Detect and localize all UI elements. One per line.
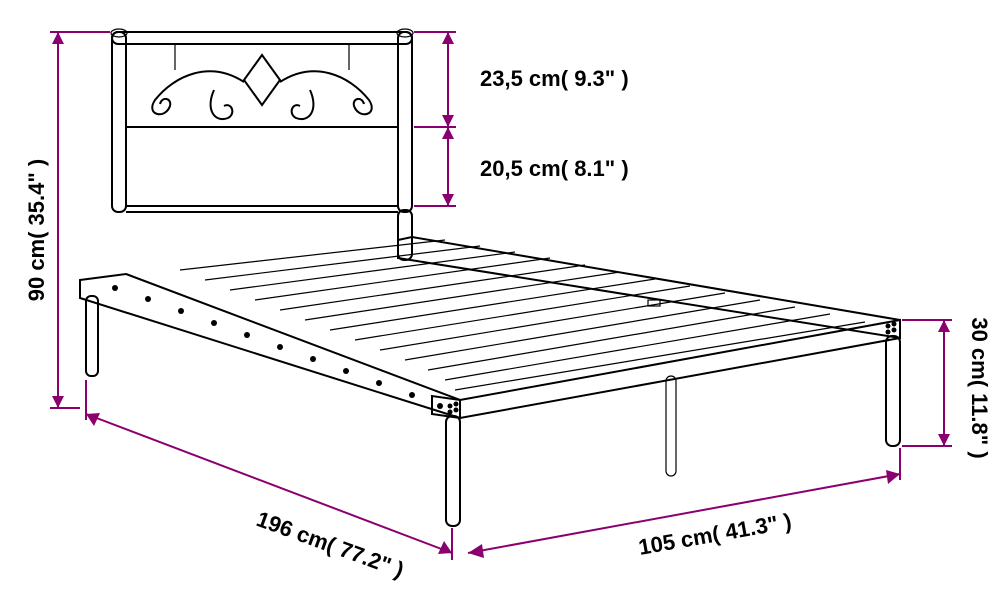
dim-length: 196 cm( 77.2" ) <box>86 380 452 583</box>
dim-width-cm: 105 cm <box>637 522 715 560</box>
dim-height-cm: 90 cm <box>24 239 49 301</box>
dim-top-in: 9.3" <box>574 66 615 91</box>
dim-length-in: 77.2" <box>336 536 395 578</box>
diagram-svg: 90 cm( 35.4" ) 23,5 cm( 9.3" ) 20,5 cm( … <box>0 0 1003 593</box>
dim-foot-in: 11.8" <box>967 393 992 445</box>
dim-width: 105 cm( 41.3" ) <box>468 448 900 560</box>
dim-top-cm: 23,5 cm <box>480 66 561 91</box>
dim-mid-in: 8.1" <box>574 156 615 181</box>
headboard-scroll <box>152 55 372 119</box>
dim-top-section: 23,5 cm( 9.3" ) <box>414 32 629 127</box>
bed-slats <box>180 240 865 390</box>
dim-height-in: 35.4" <box>24 172 49 225</box>
svg-text:90 cm( 35.4" ): 90 cm( 35.4" ) <box>24 159 49 302</box>
dim-mid-section: 20,5 cm( 8.1" ) <box>414 127 629 206</box>
svg-text:23,5 cm( 9.3" ): 23,5 cm( 9.3" ) <box>480 66 629 91</box>
side-rivets <box>112 285 443 409</box>
svg-text:196 cm( 77.2" ): 196 cm( 77.2" ) <box>253 506 407 582</box>
svg-text:30 cm( 11.8" ): 30 cm( 11.8" ) <box>967 317 992 458</box>
dim-length-cm: 196 cm <box>253 506 332 555</box>
dim-mid-cm: 20,5 cm <box>480 156 561 181</box>
svg-text:105 cm( 41.3" ): 105 cm( 41.3" ) <box>637 508 794 559</box>
svg-text:20,5 cm( 8.1" ): 20,5 cm( 8.1" ) <box>480 156 629 181</box>
dim-foot-height: 30 cm( 11.8" ) <box>902 317 992 458</box>
dim-width-in: 41.3" <box>723 511 780 545</box>
dim-foot-cm: 30 cm <box>967 317 992 379</box>
